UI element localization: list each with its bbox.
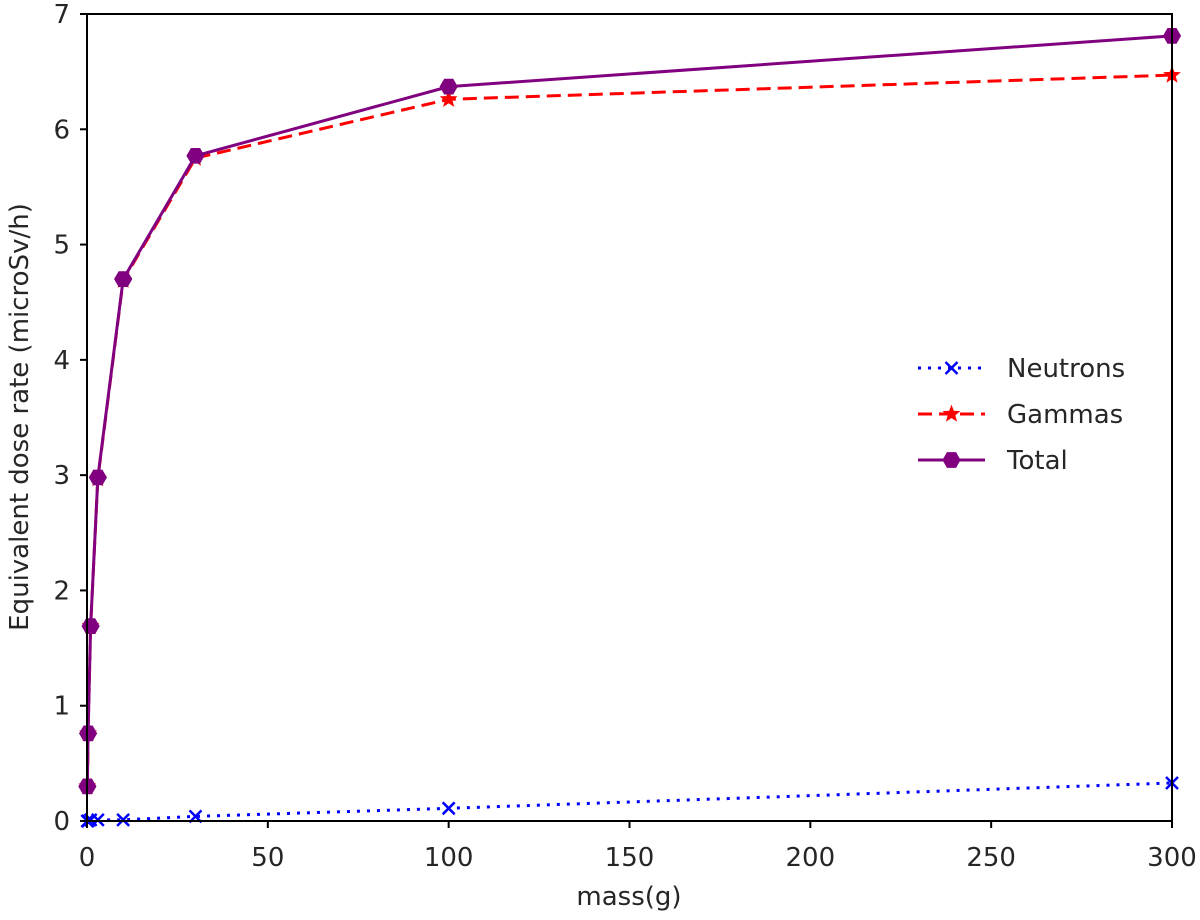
x-tick-label: 0 [79, 843, 96, 873]
data-point-neutrons [90, 812, 105, 827]
legend-label: Neutrons [1007, 354, 1125, 384]
data-point-neutrons [441, 801, 456, 816]
legend-swatch-marker [944, 361, 959, 375]
data-point-gammas [439, 89, 458, 107]
y-tick-label: 0 [53, 807, 70, 837]
x-axis-label: mass(g) [576, 882, 681, 912]
x-tick-label: 200 [786, 843, 836, 873]
legend-swatch-marker [942, 452, 961, 468]
series-total [78, 28, 1182, 795]
legend-item-neutrons: Neutrons [918, 354, 1125, 384]
data-point-total [88, 469, 107, 486]
data-point-total [439, 78, 458, 95]
legend-item-gammas: Gammas [918, 400, 1123, 430]
data-point-neutrons [116, 812, 131, 827]
y-tick-label: 3 [53, 461, 70, 491]
y-tick-label: 6 [53, 115, 70, 145]
legend: Neutrons Gammas Total [918, 354, 1125, 476]
x-tick-label: 150 [605, 843, 655, 873]
x-tick-label: 250 [966, 843, 1016, 873]
y-tick-label: 4 [53, 346, 70, 376]
legend-swatch-marker [942, 404, 961, 422]
ticks-layer: 0 50 100 150 200 250 300 0 1 2 3 4 5 6 7 [53, 0, 1196, 873]
y-tick-label: 1 [53, 692, 70, 722]
series-neutrons [80, 776, 1179, 828]
x-tick-label: 50 [251, 843, 284, 873]
data-point-total [79, 725, 98, 742]
x-tick-label: 100 [424, 843, 474, 873]
y-tick-label: 7 [53, 0, 70, 30]
series-line-neutrons [86, 781, 1173, 823]
y-tick-label: 5 [53, 231, 70, 261]
legend-item-total: Total [918, 446, 1068, 476]
series-line-total [85, 34, 1173, 787]
data-point-total [81, 618, 100, 635]
y-tick-label: 2 [53, 576, 70, 606]
x-tick-label: 300 [1147, 843, 1197, 873]
legend-label: Gammas [1007, 400, 1123, 430]
legend-label: Total [1006, 446, 1068, 476]
series-line-gammas [85, 73, 1173, 787]
data-point-total [186, 147, 205, 164]
data-point-total [114, 271, 133, 288]
y-axis-label: Equivalent dose rate (microSv/h) [5, 203, 35, 631]
